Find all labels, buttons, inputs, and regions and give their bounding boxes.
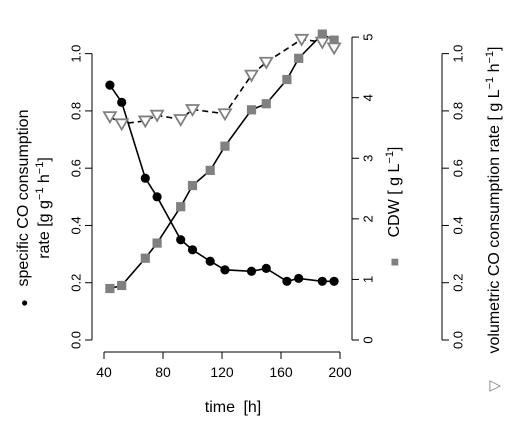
y-mid-tick-label: 4 [361,94,376,101]
series-3-point [114,118,130,132]
y-right-tick-label: 0.6 [451,159,466,177]
series-3-point [102,111,118,125]
y-right-tick-label: 0.2 [451,274,466,292]
series-2-point [205,165,215,175]
series-2-point [117,280,127,291]
y-right-title-end: ] [486,47,503,51]
x-axis-title: time [h] [205,399,261,416]
y-left-title: ● specific CO consumption rate [g g−1 h−… [15,110,53,307]
y-right-tick-label: 1.0 [451,45,466,63]
y-right-marker-glyph: ▽ [486,380,503,392]
series-3-point [184,104,201,117]
series-2-point [261,99,271,109]
y-right-tick-label: 0.4 [451,216,466,234]
series-2-point [176,202,186,212]
series-1-point [140,173,150,183]
series-3-point [217,108,233,122]
series-2-point [220,141,230,151]
y-left-tick-label: 0.6 [69,159,84,177]
y-right-title-main: volumetric CO consumption rate [ g L [486,89,503,353]
y-mid-title: ■ CDW [ g L−1] [384,147,403,267]
y-left-tick-label: 0.0 [69,331,84,349]
y-left-title-line2: rate [g g−1 h−1] [34,157,53,259]
series-3-point [314,36,330,50]
series-2-point [246,105,257,115]
y-left-title-line1: specific CO consumption [15,110,32,287]
series-2-line [109,33,335,290]
x-axis-title-main: time [205,399,235,416]
series-2-point [152,238,162,248]
series-3-point [149,109,165,123]
y-left-title-line2-main: rate [g g [36,200,53,259]
y-right-title: ▽ volumetric CO consumption rate [ g L−1… [484,47,503,392]
y-right-title-mid: h [486,64,503,77]
y-mid-tick-label: 0 [361,336,376,343]
series-1-point [117,97,127,107]
series-1-point [176,235,186,245]
series-2-point [105,283,115,294]
x-tick-label: 120 [210,364,234,380]
series-1-point [205,256,215,266]
series-points [102,29,342,294]
series-1-point [246,266,257,276]
y-mid-title-text: CDW [ g L−1] [384,147,403,238]
y-mid-title-sup: −1 [384,151,396,164]
series-3-point [137,115,153,129]
y-mid-tick-label: 1 [361,276,376,283]
series-2-point [329,35,339,45]
x-axis-title-unit: [h] [243,399,261,416]
y-left-tick-label: 1.0 [69,45,84,63]
y-left-tick-label: 0.2 [69,274,84,292]
series-lines [109,33,335,290]
series-1-point [261,263,271,274]
x-tick-label: 80 [155,364,171,380]
y-mid-title-end: ] [386,147,403,151]
series-1-point [105,80,115,90]
x-axis: 40 80 120 160 200 [96,351,352,380]
y-axis-right: 0.0 0.2 0.4 0.6 0.8 1.0 [441,45,466,349]
series-2-point [187,180,198,191]
series-1-point [187,245,198,255]
y-mid-tick-label: 5 [361,33,376,40]
y-left-tick-label: 0.4 [69,216,84,234]
x-tick-label: 200 [328,364,352,380]
y-right-tick-label: 0.0 [451,331,466,349]
y-mid-title-main: CDW [ g L [386,164,403,238]
y-left-title-sup2: −1 [34,162,46,175]
y-left-tick-label: 0.8 [69,102,84,120]
series-1-point [317,276,327,286]
y-right-tick-label: 0.8 [451,102,466,120]
series-2-point [282,74,292,85]
y-left-title-end: ] [36,157,53,161]
x-tick-label: 160 [269,364,293,380]
y-axis-middle: 0 1 2 3 4 5 [351,33,376,344]
y-mid-tick-label: 2 [361,215,376,222]
y-left-title-sup1: −1 [34,188,46,201]
series-1-point [282,276,292,286]
series-1-point [329,276,339,286]
y-left-title-mid: h [36,174,53,187]
series-3-point [294,33,310,47]
y-mid-tick-label: 3 [361,155,376,162]
series-3-point [243,69,260,83]
y-axis-left: 0.0 0.2 0.4 0.6 0.8 1.0 [69,45,93,349]
series-1-point [152,192,162,202]
x-tick-label: 40 [96,364,112,380]
y-mid-marker-glyph: ■ [386,258,402,266]
series-2-point [317,29,327,39]
series-3-point [173,114,189,127]
y-left-marker-glyph: ● [17,299,31,306]
series-3-point [258,56,274,70]
y-right-title-text: volumetric CO consumption rate [ g L−1 h… [484,47,503,354]
series-2-point [140,253,150,263]
series-3-point [326,42,342,56]
series-2-point [294,53,304,63]
y-right-title-sup2: −1 [484,51,496,64]
series-1-point [220,265,230,275]
y-right-title-sup1: −1 [484,77,496,90]
series-1-point [294,273,304,284]
